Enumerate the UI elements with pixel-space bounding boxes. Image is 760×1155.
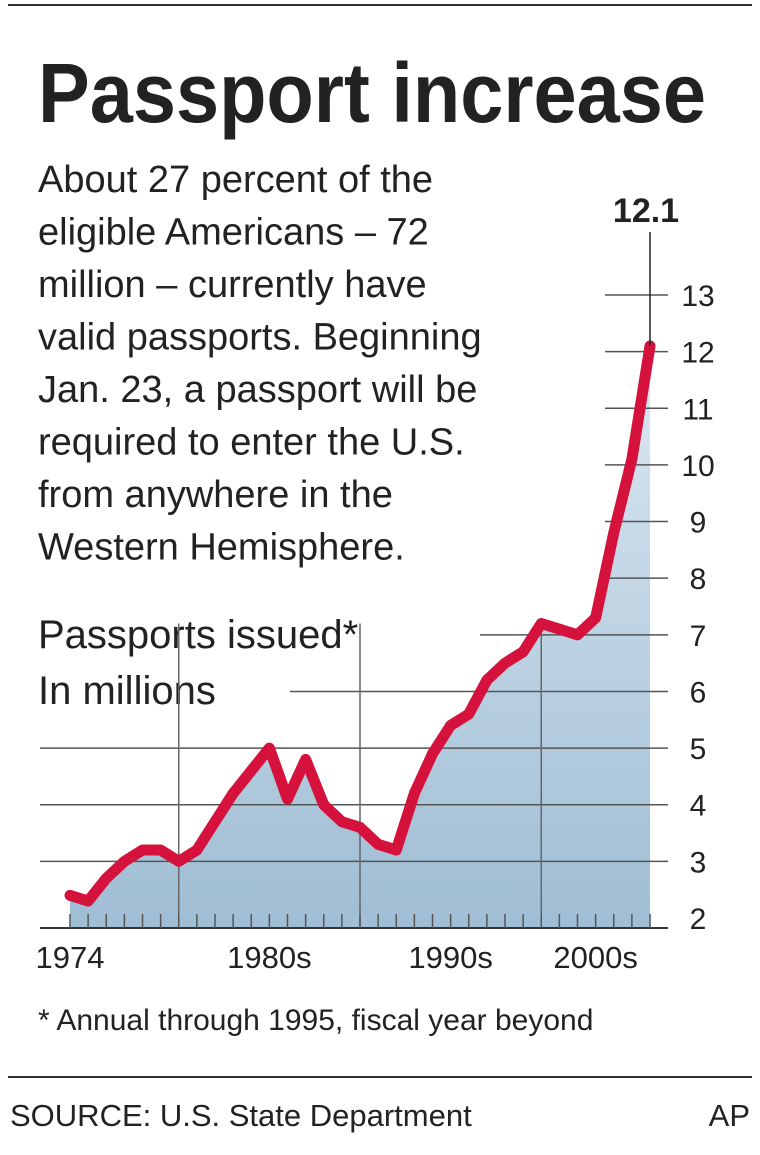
y-tick-label: 8 xyxy=(690,563,707,596)
y-axis-label: In millions xyxy=(38,669,216,713)
y-tick-label: 12 xyxy=(681,337,714,370)
y-tick-label: 3 xyxy=(690,846,707,879)
description-line: Jan. 23, a passport will be xyxy=(38,369,477,411)
description-line: valid passports. Beginning xyxy=(38,317,482,359)
plot: 2 3 4 5 6 7 8 9 10 11 12 13 1974 1980s 1990s 2000s 12.1 xyxy=(36,192,715,975)
description-line: from anywhere in the xyxy=(38,474,393,516)
footnote: * Annual through 1995, fiscal year beyon… xyxy=(38,1004,593,1037)
description-line: million – currently have xyxy=(38,264,427,306)
y-tick-label: 7 xyxy=(690,620,707,653)
description-line: eligible Americans – 72 xyxy=(38,212,429,254)
y-tick-label: 11 xyxy=(682,393,713,426)
y-tick-label: 9 xyxy=(690,507,707,540)
source: SOURCE: U.S. State Department xyxy=(10,1098,472,1133)
x-tick-label: 1990s xyxy=(408,940,492,975)
y-tick-label: 4 xyxy=(690,790,707,823)
credit: AP xyxy=(709,1098,750,1133)
description-line: Western Hemisphere. xyxy=(38,527,405,569)
chart-title: Passport increase xyxy=(38,46,706,140)
area xyxy=(70,345,650,928)
y-tick-label: 10 xyxy=(681,450,714,483)
x-tick-label: 2000s xyxy=(553,940,637,975)
x-tick-label: 1980s xyxy=(227,940,311,975)
y-tick-label: 5 xyxy=(690,733,707,766)
description-line: About 27 percent of the xyxy=(38,159,433,201)
line xyxy=(64,340,656,907)
description-line: required to enter the U.S. xyxy=(38,422,465,464)
description: About 27 percent of the eligible American… xyxy=(38,159,482,569)
x-tick-label: 1974 xyxy=(36,940,105,975)
y-tick-label: 2 xyxy=(690,903,707,936)
y-tick-label: 6 xyxy=(690,676,707,709)
y-tick-label: 13 xyxy=(681,280,714,313)
data-label: 12.1 xyxy=(613,192,679,230)
subtitle: Passports issued* xyxy=(38,613,358,657)
